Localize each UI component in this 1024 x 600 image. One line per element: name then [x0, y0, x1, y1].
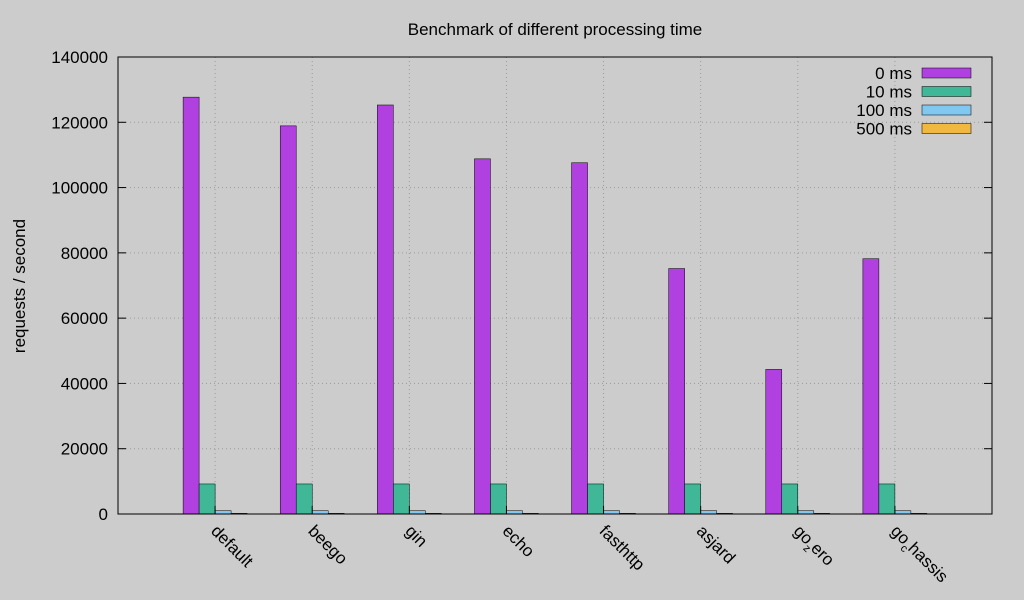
category-text: asjard: [693, 521, 739, 567]
x-category-label: default: [207, 521, 257, 571]
bars: [182, 96, 928, 515]
y-tick-label: 60000: [61, 309, 108, 328]
y-axis-label: requests / second: [10, 219, 29, 353]
category-text: beego: [304, 521, 351, 568]
y-tick-label: 120000: [51, 113, 108, 132]
legend-label: 100 ms: [856, 101, 912, 120]
category-text: echo: [499, 521, 539, 561]
bar: [878, 483, 896, 515]
x-category-label: asjard: [693, 521, 739, 567]
bar: [474, 158, 491, 515]
bar: [587, 483, 604, 515]
bar: [862, 258, 880, 515]
bar: [684, 483, 701, 515]
bar: [182, 96, 200, 515]
legend-swatch: [921, 123, 972, 134]
bar: [765, 369, 783, 515]
y-tick-label: 80000: [61, 244, 108, 263]
y-tick-label: 140000: [51, 48, 108, 67]
legend-swatch: [921, 104, 972, 116]
y-tick-label: 20000: [61, 440, 108, 459]
y-tick-label: 0: [99, 505, 108, 524]
x-category-label: gochassis: [884, 521, 952, 589]
bar: [198, 483, 216, 515]
x-category-label: gin: [402, 521, 431, 550]
bar: [377, 104, 394, 515]
legend-swatch: [921, 86, 972, 97]
bar: [571, 162, 588, 515]
x-category-label: fasthttp: [596, 521, 649, 574]
x-category-label: gozero: [787, 521, 838, 572]
category-text: go: [790, 521, 817, 548]
category-text-rest: ero: [807, 539, 838, 570]
legend-label: 10 ms: [866, 83, 912, 102]
x-axis-categories: default beego gin echo fasthttp asjard gozerog…: [207, 506, 952, 589]
category-text: default: [207, 521, 257, 571]
category-text: fasthttp: [596, 521, 649, 574]
y-axis-ticks: 0 20000 40000 60000 80000 100000 120000 140000: [51, 48, 992, 524]
y-tick-label: 100000: [51, 179, 108, 198]
x-category-label: beego: [304, 521, 351, 568]
y-tick-label: 40000: [61, 374, 108, 393]
legend-label: 500 ms: [856, 120, 912, 139]
plot-frame: [117, 56, 993, 515]
bar: [781, 483, 799, 515]
bar: [668, 268, 685, 515]
bar: [393, 483, 410, 515]
category-text: gin: [402, 521, 431, 550]
bar: [490, 483, 507, 515]
legend-label: 0 ms: [875, 64, 912, 83]
legend-swatch: [921, 67, 972, 79]
x-category-label: echo: [499, 521, 539, 561]
bar: [295, 483, 313, 515]
bar: [279, 125, 297, 515]
category-text: go: [887, 521, 914, 548]
chart-title: Benchmark of different processing time: [408, 20, 703, 39]
category-text-rest: hassis: [904, 539, 952, 587]
